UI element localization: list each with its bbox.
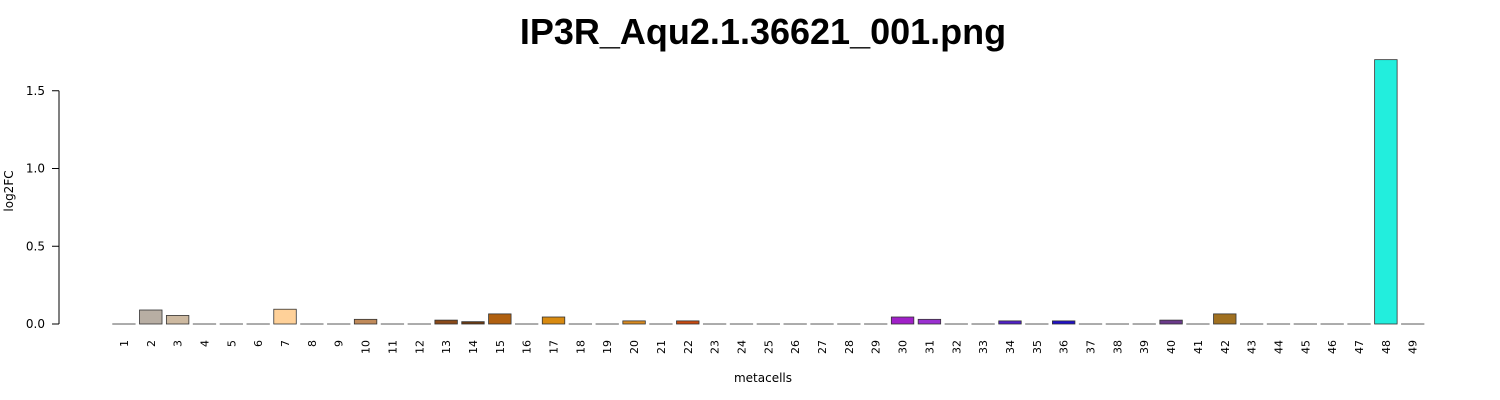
- chart-title: IP3R_Aqu2.1.36621_001.png: [520, 11, 1006, 52]
- x-tick-label: 11: [386, 340, 399, 354]
- y-tick-label: 1.0: [26, 162, 45, 176]
- x-tick-label: 49: [1407, 340, 1420, 354]
- x-tick-label: 34: [1004, 340, 1017, 354]
- x-tick-label: 41: [1192, 340, 1205, 354]
- bar-48: [1374, 59, 1398, 325]
- x-tick-label: 36: [1058, 340, 1071, 354]
- y-tick-label: 0.0: [26, 317, 45, 331]
- x-tick-label: 25: [762, 340, 775, 354]
- bar-7: [273, 308, 297, 325]
- x-tick-label: 8: [306, 340, 319, 347]
- x-tick-label: 4: [198, 340, 211, 347]
- x-tick-label: 19: [601, 340, 614, 354]
- x-tick-label: 6: [252, 340, 265, 347]
- bar-34: [998, 320, 1022, 325]
- bar-3: [165, 315, 190, 325]
- x-tick-label: 24: [735, 340, 748, 354]
- x-tick-label: 45: [1299, 340, 1312, 354]
- bar-40: [1159, 319, 1183, 325]
- x-tick-label: 38: [1111, 340, 1124, 354]
- x-tick-label: 22: [682, 340, 695, 354]
- x-tick-label: 9: [333, 340, 346, 347]
- x-tick-label: 46: [1326, 340, 1339, 354]
- x-tick-label: 37: [1085, 340, 1098, 354]
- x-tick-label: 17: [548, 340, 561, 354]
- x-tick-label: 48: [1380, 340, 1393, 354]
- x-tick-label: 10: [360, 340, 373, 354]
- x-tick-label: 26: [789, 340, 802, 354]
- x-tick-label: 13: [440, 340, 453, 354]
- y-tick-label: 0.5: [26, 239, 45, 253]
- bar-17: [541, 316, 566, 325]
- x-tick-label: 3: [172, 340, 185, 347]
- x-tick-label: 15: [494, 340, 507, 354]
- x-tick-label: 35: [1031, 340, 1044, 354]
- x-tick-label: 47: [1353, 340, 1366, 354]
- x-tick-label: 16: [521, 340, 534, 354]
- x-tick-label: 40: [1165, 340, 1178, 354]
- bar-42: [1213, 313, 1237, 325]
- x-axis-tick-labels: 1 2 3 4 5 6 7 8 9 10 11 12 13 14 15 16 17 18 19 20 21 22 23 24 2…: [118, 340, 1420, 354]
- x-tick-label: 18: [574, 340, 587, 354]
- x-tick-label: 44: [1272, 340, 1285, 354]
- bar-22: [676, 320, 700, 325]
- bar-36: [1052, 320, 1076, 325]
- x-tick-label: 30: [897, 340, 910, 354]
- bar-20: [622, 320, 646, 325]
- x-tick-label: 28: [843, 340, 856, 354]
- x-tick-label: 20: [628, 340, 641, 354]
- x-tick-label: 27: [816, 340, 829, 354]
- x-tick-label: 5: [225, 340, 238, 347]
- x-tick-label: 14: [467, 340, 480, 354]
- bar-2: [139, 309, 163, 325]
- x-tick-label: 32: [950, 340, 963, 354]
- x-tick-label: 1: [118, 340, 131, 347]
- bars: [112, 59, 1425, 325]
- x-tick-label: 42: [1219, 340, 1232, 354]
- bar-31: [917, 318, 942, 325]
- x-tick-label: 12: [413, 340, 426, 354]
- x-tick-label: 21: [655, 340, 668, 354]
- bar-30: [890, 316, 915, 325]
- x-tick-label: 33: [977, 340, 990, 354]
- x-tick-label: 23: [709, 340, 722, 354]
- bar-15: [488, 313, 512, 325]
- x-tick-label: 31: [923, 340, 936, 354]
- x-tick-label: 29: [870, 340, 883, 354]
- bar-14: [461, 321, 485, 325]
- x-tick-label: 7: [279, 340, 292, 347]
- x-axis-label: metacells: [734, 371, 792, 385]
- x-tick-label: 2: [145, 340, 158, 347]
- bar-10: [353, 318, 378, 325]
- x-tick-label: 39: [1138, 340, 1151, 354]
- y-axis-label: log2FC: [2, 170, 16, 211]
- x-tick-label: 43: [1246, 340, 1259, 354]
- bar-13: [434, 319, 458, 325]
- y-tick-label: 1.5: [26, 84, 45, 98]
- y-axis: 0.0 0.5 1.0 1.5: [26, 84, 60, 331]
